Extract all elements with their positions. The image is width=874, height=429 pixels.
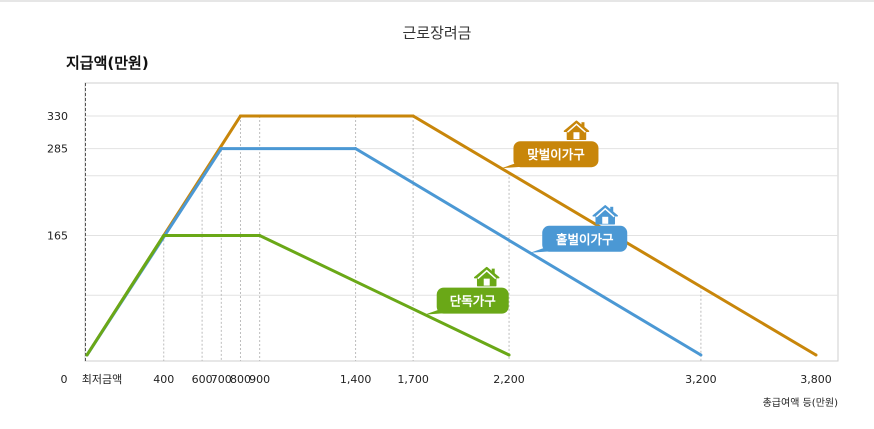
series-badge-2: 홑벌이가구 (530, 205, 628, 253)
series-1-point-4 (814, 353, 818, 357)
series-badge-3: 단독가구 (424, 266, 509, 315)
series-line-3 (85, 234, 510, 357)
x-tick-label-600: 600 (192, 373, 213, 386)
series-2-point-3 (354, 147, 358, 151)
badge-box (542, 225, 628, 252)
y-axis-label: 지급액(만원) (66, 54, 149, 72)
legend-label-2: 홑벌이가구 (556, 232, 614, 247)
x-origin-label: 0 (61, 373, 68, 386)
series-3-point-3 (258, 234, 262, 237)
x-tick-label-1-400: 1,400 (340, 373, 372, 386)
x-min-label: 최저금액 (82, 373, 122, 386)
x-tick-label-3-800: 3,800 (800, 373, 832, 386)
x-tick-label-700: 700 (211, 373, 232, 386)
plot-area (84, 82, 839, 362)
y-tick-label-165: 165 (47, 230, 68, 243)
series-1-point-3 (411, 114, 415, 118)
x-tick-label-900: 900 (249, 373, 270, 386)
x-tick-label-2-200: 2,200 (493, 373, 525, 386)
house-icon (473, 266, 500, 287)
x-axis-label: 총급여액 등(만원) (763, 397, 838, 409)
house-icon (563, 120, 590, 140)
series-3-point-1 (85, 353, 89, 357)
y-tick-label-285: 285 (47, 143, 68, 156)
series-3-point-2 (162, 234, 166, 237)
series-badge-1: 맞벌이가구 (501, 120, 599, 169)
badge-box (513, 141, 599, 168)
house-icon (592, 205, 618, 225)
x-tick-label-400: 400 (153, 373, 174, 386)
series-1-point-2 (238, 114, 242, 118)
x-tick-label-800: 800 (230, 373, 251, 386)
legend-label-1: 맞벌이가구 (527, 147, 585, 162)
series-3-point-4 (507, 353, 511, 357)
legend-label-3: 단독가구 (450, 294, 497, 309)
badge-box (436, 287, 509, 314)
x-tick-label-1-700: 1,700 (397, 373, 429, 386)
grid-layer (86, 115, 838, 361)
chart-title: 근로장려금 (402, 24, 471, 42)
y-tick-label-330: 330 (47, 110, 68, 123)
series-2-point-2 (219, 147, 223, 151)
x-tick-label-3-200: 3,200 (685, 373, 717, 386)
series-2-point-4 (699, 353, 703, 357)
